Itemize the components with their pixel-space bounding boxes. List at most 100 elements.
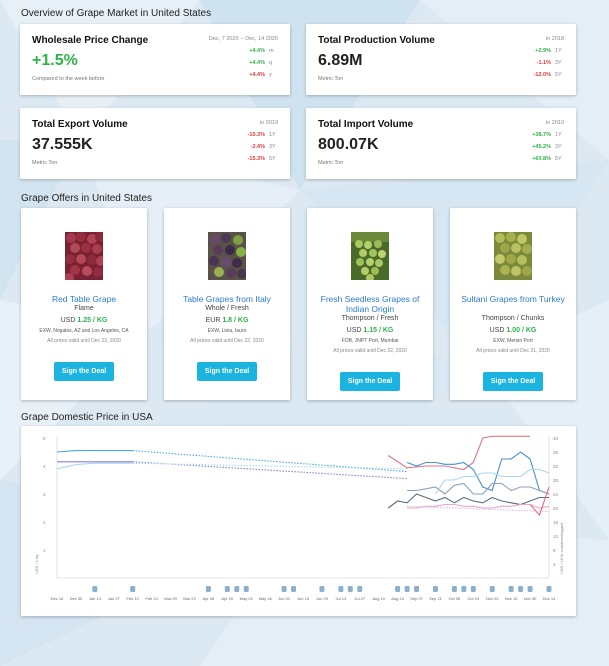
offer-variety: Whole / Fresh (205, 305, 249, 312)
offer-variety: Thompson / Chunks (481, 315, 545, 322)
x-tick-label: Mar 09 (164, 596, 177, 601)
offer-name[interactable]: Table Grapes from Italy (183, 294, 271, 304)
series-line (56, 462, 133, 470)
x-tick-label: Dec 16 (51, 596, 64, 601)
sign-deal-button[interactable]: Sign the Deal (54, 362, 114, 381)
change-period: 1Y (269, 132, 276, 138)
change-row: -1.1% 3Y (537, 60, 564, 66)
x-tick-label: Sep 07 (410, 596, 423, 601)
x-tick-label: Jul 13 (336, 596, 347, 601)
y-left-axis-title: USD / 1 kg (34, 555, 39, 574)
offer-name[interactable]: Red Table Grape (51, 294, 117, 304)
offer-name[interactable]: Fresh Seedless Grapes of Indian Origin (320, 294, 420, 314)
price-chart-card: 5 4 3 2 1 40 36 32 28 24 20 16 12 8 4 USD / 1 kg USD / 1… (21, 426, 576, 616)
y-right-tick-label: 36 (553, 450, 559, 455)
change-value: +2.9% (535, 48, 551, 54)
offer-card: Red Table Grape Flame USD 1.25 / KG EXW,… (21, 208, 147, 400)
grape-photo (208, 232, 247, 280)
event-marker (518, 586, 524, 592)
x-tick-label: Dec 30 (70, 596, 83, 601)
y-right-tick-label: 4 (553, 562, 556, 567)
change-period: 5Y (269, 156, 276, 162)
change-row: +38.7% 1Y (532, 132, 564, 138)
change-row: -12.0% 5Y (534, 72, 564, 78)
overview-section-title: Overview of Grape Market in United State… (21, 8, 212, 19)
y-left-tick-label: 1 (43, 548, 46, 553)
x-tick-label: Sep 21 (429, 596, 442, 601)
change-period: q (269, 60, 273, 66)
x-tick-label: Feb 10 (126, 596, 139, 601)
chart-section-title: Grape Domestic Price in USA (21, 412, 153, 423)
series-line (407, 505, 550, 513)
sign-deal-button[interactable]: Sign the Deal (197, 362, 257, 381)
event-marker (291, 586, 297, 592)
grape-photo (494, 232, 532, 280)
change-value: +60.8% (532, 156, 551, 162)
stat-date: in 2019 (259, 120, 278, 126)
x-tick-label: Jun 15 (297, 596, 310, 601)
stat-value: 37.555K (32, 136, 93, 153)
x-tick-label: Nov 02 (486, 596, 499, 601)
event-marker (243, 586, 249, 592)
x-tick-label: Jan 13 (89, 596, 102, 601)
change-row: +2.9% 1Y (535, 48, 564, 54)
stat-title: Total Production Volume (318, 35, 435, 46)
series-line (435, 468, 550, 495)
stat-date: Dec, 7 2020 -- Dec, 14 2020 (208, 36, 278, 42)
offer-card: Sultani Grapes from Turkey Thompson / Ch… (450, 208, 576, 400)
x-tick-label: Apr 20 (221, 596, 234, 601)
offer-currency: EUR (205, 317, 221, 324)
stat-note: Compared to the week before (32, 76, 105, 82)
offers-section-title: Grape Offers in United States (21, 193, 152, 204)
sign-deal-button[interactable]: Sign the Deal (483, 372, 543, 391)
offer-location: EXW, Lioia, Iauro (207, 328, 247, 334)
event-marker (546, 586, 552, 592)
offer-location: EXW, Mersin Port (493, 338, 533, 344)
offer-validity: All prices valid until Dec 22, 2020 (190, 338, 264, 344)
x-tick-label: Dec 14 (543, 596, 556, 601)
stat-value: +1.5% (32, 52, 78, 69)
series-line (387, 493, 549, 509)
import-volume-card: Total Import Volume 800.07K Metric Ton i… (306, 108, 576, 179)
event-marker (92, 586, 98, 592)
change-row: +4.4% y (249, 72, 278, 78)
change-period: m (269, 48, 274, 54)
y-left-tick-label: 5 (43, 436, 46, 441)
x-tick-label: Oct 19 (467, 596, 480, 601)
x-tick-label: Aug 10 (372, 596, 385, 601)
event-marker (527, 586, 533, 592)
change-value: +38.7% (532, 132, 551, 138)
y-right-tick-label: 32 (553, 464, 559, 469)
sign-deal-button[interactable]: Sign the Deal (340, 372, 400, 391)
event-marker (319, 586, 325, 592)
event-marker (395, 586, 401, 592)
event-marker (461, 586, 467, 592)
series-line (132, 461, 408, 480)
stat-value: 6.89M (318, 52, 363, 69)
event-marker (451, 586, 457, 592)
offer-validity: All prices valid until Dec 21, 2020 (476, 348, 550, 354)
change-value: -10.3% (247, 132, 265, 138)
series-line (407, 482, 550, 495)
y-right-tick-label: 40 (553, 436, 559, 441)
y-right-tick-label: 16 (553, 520, 559, 525)
offer-price: USD 1.00 / KG (450, 327, 576, 334)
offer-amount: 1.25 / KG (77, 317, 108, 324)
series-line (529, 486, 550, 517)
event-marker (508, 586, 514, 592)
x-tick-label: Aug 24 (391, 596, 404, 601)
x-tick-label: Jan 27 (108, 596, 121, 601)
stat-title: Total Import Volume (318, 119, 414, 130)
event-marker (338, 586, 344, 592)
offer-card: Table Grapes from Italy Whole / Fresh EU… (164, 208, 290, 400)
x-tick-label: Nov 16 (505, 596, 518, 601)
offer-name[interactable]: Sultani Grapes from Turkey (461, 294, 565, 304)
x-tick-label: May 18 (259, 596, 273, 601)
change-value: -15.3% (247, 156, 265, 162)
change-row: -2.4% 3Y (251, 144, 278, 150)
event-marker (205, 586, 211, 592)
event-marker (404, 586, 410, 592)
y-right-tick-label: 12 (553, 534, 559, 539)
event-marker (470, 586, 476, 592)
y-left-tick-label: 4 (43, 464, 46, 469)
